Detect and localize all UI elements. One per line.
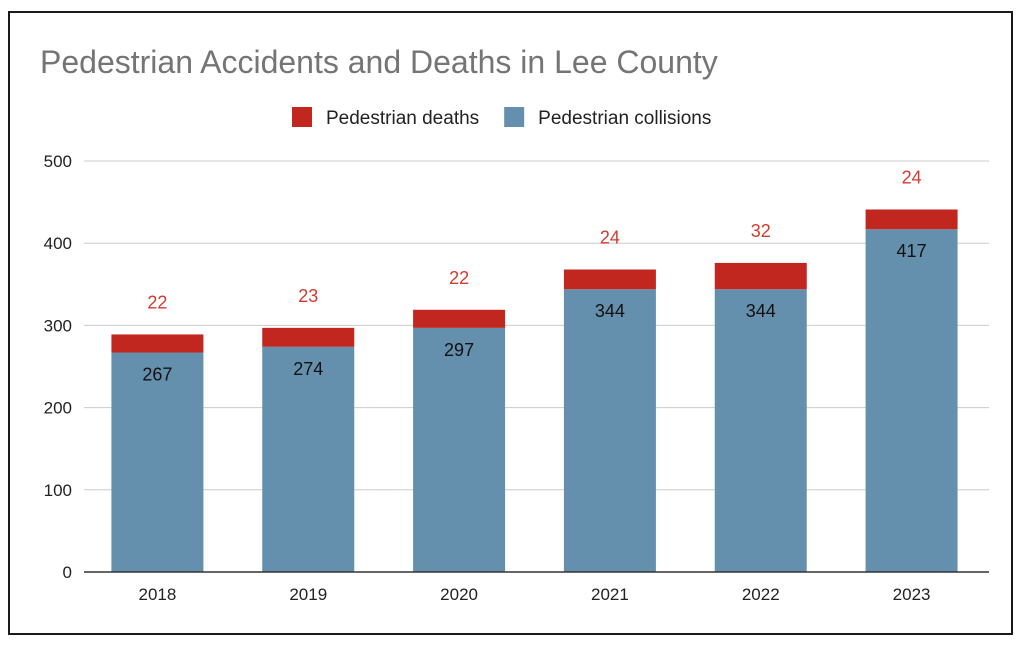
y-tick-label: 300	[44, 316, 72, 335]
bar-deaths	[111, 334, 204, 353]
bar-deaths	[563, 269, 656, 290]
bar-collisions	[563, 289, 656, 572]
y-tick-label: 500	[44, 152, 72, 171]
x-tick-label: 2020	[440, 585, 478, 604]
data-label-deaths: 24	[902, 167, 922, 187]
legend: Pedestrian deaths Pedestrian collisions	[292, 107, 711, 129]
data-labels: 267 22 274 23 297 22 344 24 344 32 417 24	[142, 167, 926, 384]
data-label-deaths: 23	[298, 286, 318, 306]
legend-label: Pedestrian deaths	[326, 108, 479, 129]
data-label-collisions: 274	[293, 359, 323, 379]
gridlines	[84, 160, 989, 491]
data-label-collisions: 297	[444, 340, 474, 360]
chart-title: Pedestrian Accidents and Deaths in Lee C…	[40, 44, 718, 80]
x-tick-label: 2019	[289, 585, 327, 604]
y-tick-label: 200	[44, 399, 72, 418]
x-tick-label: 2018	[139, 585, 177, 604]
data-label-collisions: 417	[897, 241, 927, 261]
bar-deaths	[413, 309, 506, 328]
bar-collisions	[413, 327, 506, 572]
bar-deaths	[865, 209, 958, 230]
y-tick-label: 0	[63, 563, 72, 582]
axes: 0 100 200 300 400 500 2018 2019 2020 2021 2022 2023	[44, 152, 989, 604]
bar-collisions	[262, 346, 355, 572]
data-label-deaths: 24	[600, 228, 620, 248]
bar-collisions	[714, 289, 807, 572]
x-tick-label: 2021	[591, 585, 629, 604]
data-label-collisions: 344	[746, 301, 776, 321]
data-label-deaths: 22	[449, 268, 469, 288]
y-tick-label: 400	[44, 234, 72, 253]
legend-swatch	[504, 107, 525, 127]
y-tick-label: 100	[44, 481, 72, 500]
bar-deaths	[262, 327, 355, 347]
x-tick-label: 2023	[893, 585, 931, 604]
x-tick-label: 2022	[742, 585, 780, 604]
data-label-collisions: 267	[142, 365, 172, 385]
data-label-collisions: 344	[595, 301, 625, 321]
legend-swatch	[292, 107, 312, 127]
bar-collisions	[865, 229, 958, 572]
bar-deaths	[714, 262, 807, 290]
legend-label: Pedestrian collisions	[538, 108, 711, 129]
data-label-deaths: 22	[147, 292, 167, 312]
bar-collisions	[111, 352, 204, 572]
bars	[111, 209, 958, 572]
data-label-deaths: 32	[751, 221, 771, 241]
